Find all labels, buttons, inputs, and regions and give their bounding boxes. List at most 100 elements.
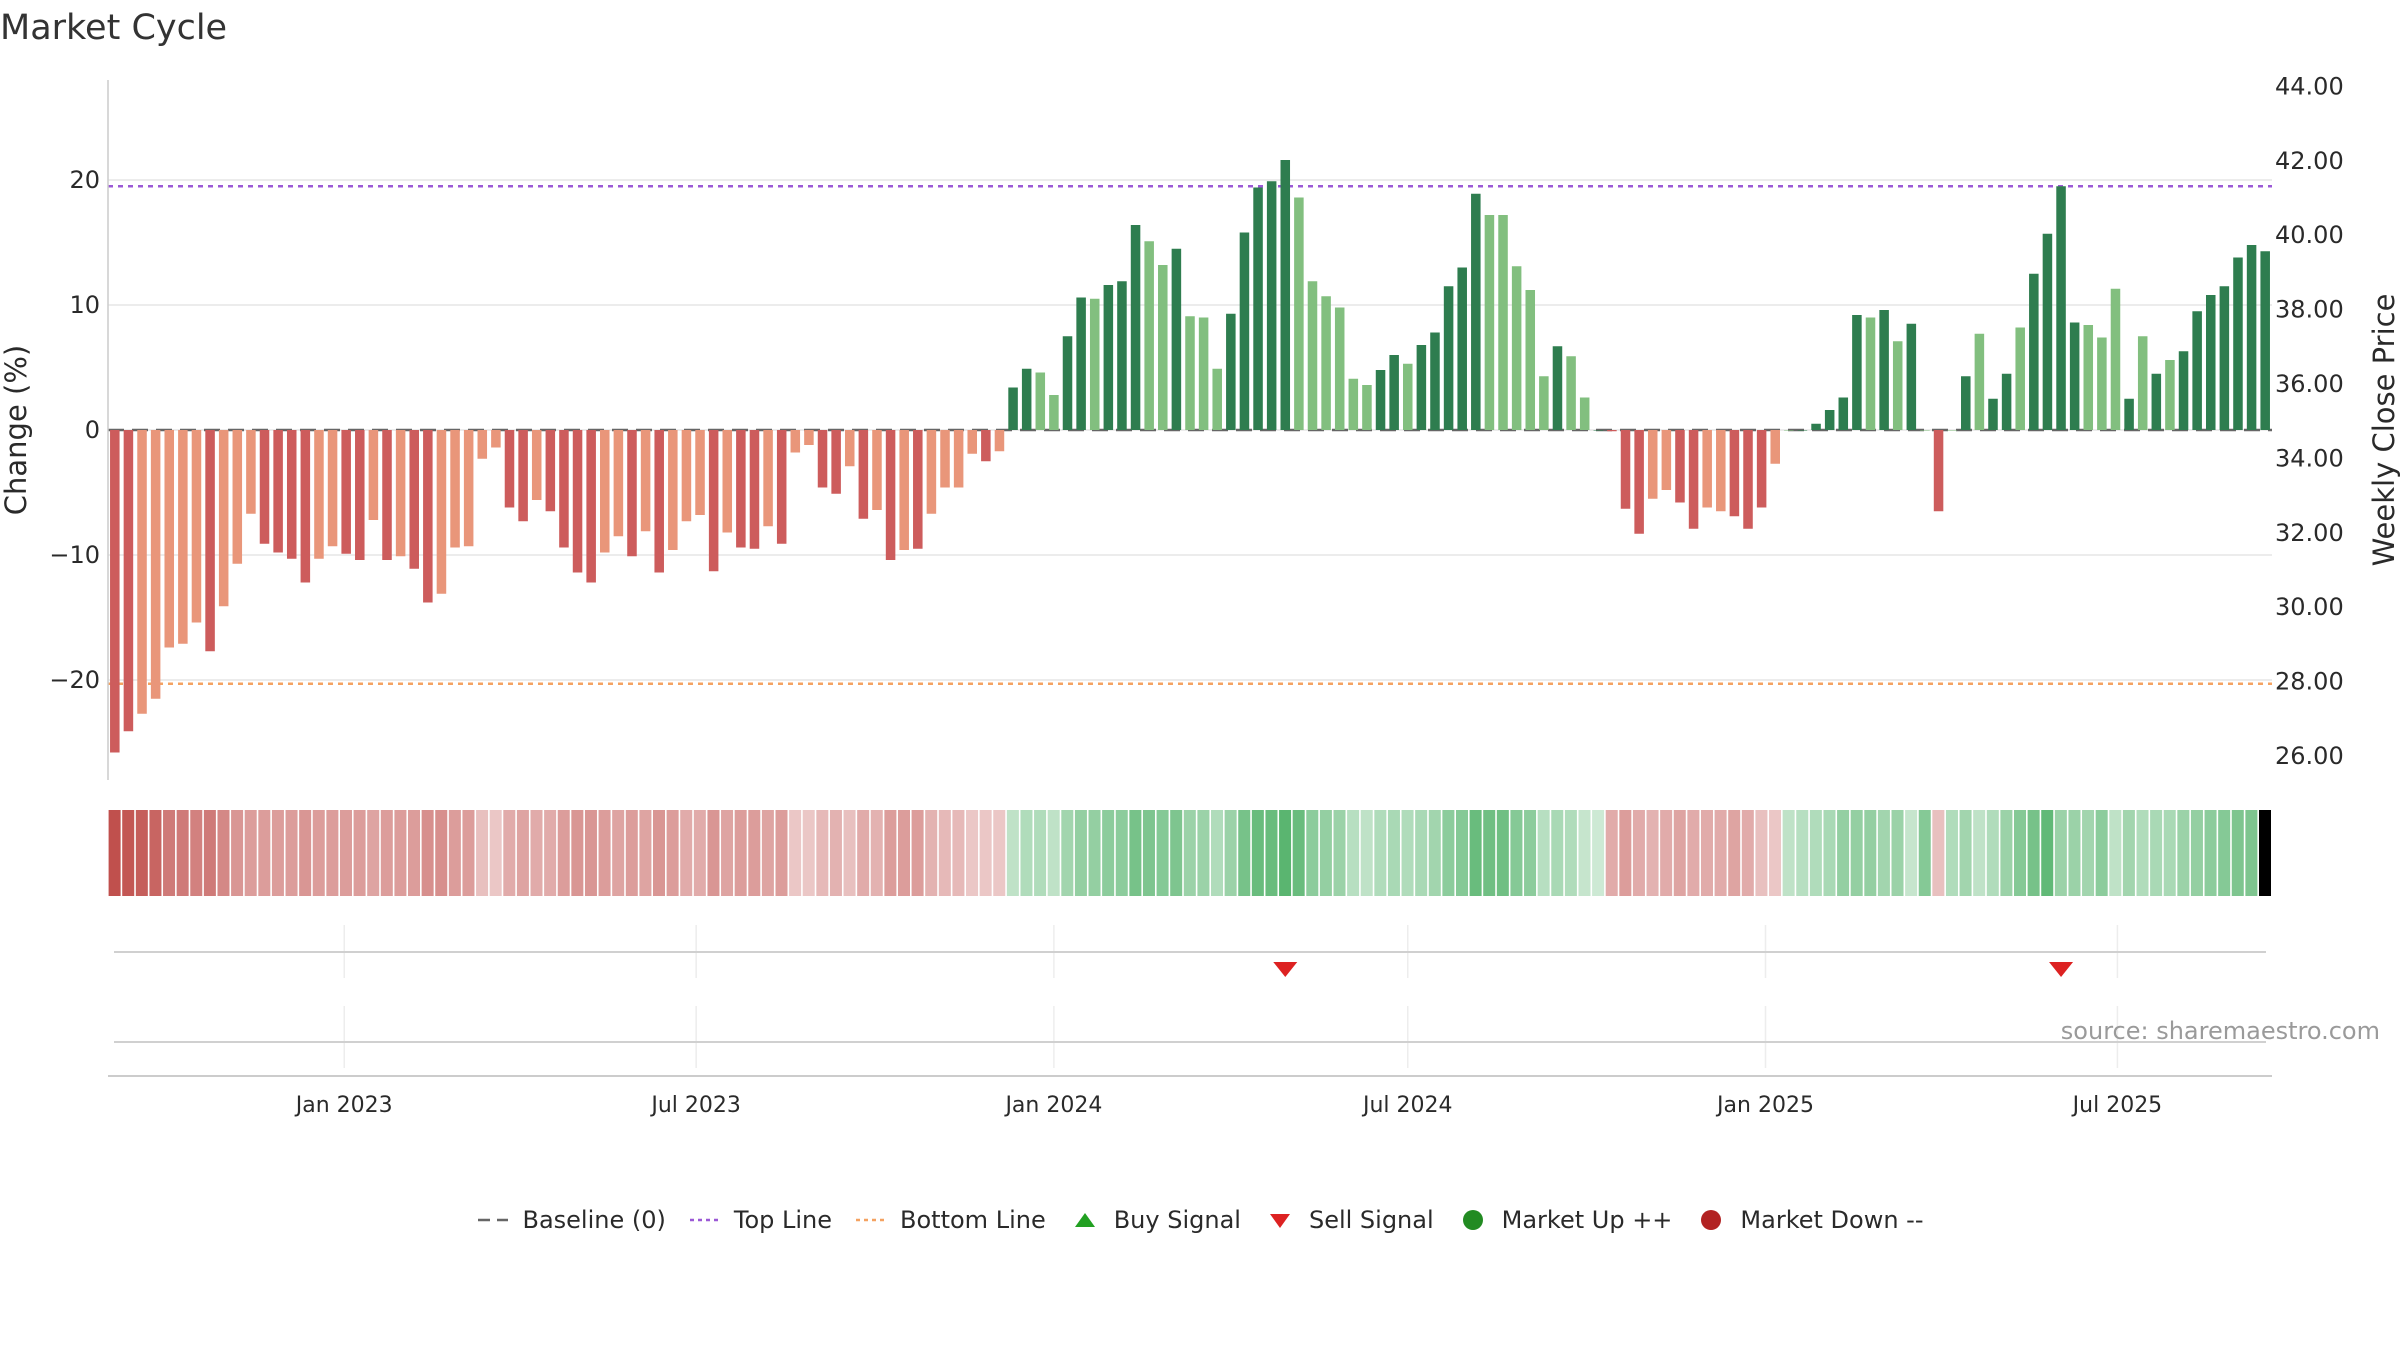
heat-cell [1170,810,1183,896]
heat-cell [326,810,339,896]
heat-cell [1211,810,1224,896]
bar [178,430,188,644]
heat-cell [2027,810,2040,896]
legend-label: Market Up ++ [1501,1206,1673,1234]
heat-cell [748,810,761,896]
legend-item: Market Up ++ [1456,1206,1673,1234]
heat-cell [1564,810,1577,896]
bar [1226,313,1236,430]
heat-cell [2177,810,2190,896]
bar [831,430,841,494]
heat-cell [1959,810,1972,896]
heat-cell [1823,810,1836,896]
heat-cell [1673,810,1686,896]
bar [355,430,365,560]
bar [2069,322,2080,430]
heat-cell [1034,810,1047,896]
legend-swatch-circle [1701,1210,1722,1230]
heat-cell [2054,810,2067,896]
heat-cell [1728,810,1741,896]
bar [205,430,215,652]
legend-item: Bottom Line [854,1206,1046,1234]
heat-cell [149,810,162,896]
bar [1076,297,1086,430]
heat-cell [1741,810,1754,896]
bar [1171,248,1182,430]
heat-cell [285,810,298,896]
heat-cell [135,810,148,896]
heat-cell [258,810,271,896]
heat-cell [1238,810,1251,896]
bar [1688,430,1699,529]
heat-cell [1796,810,1809,896]
y2-tick-label: 44.00 [2275,72,2344,100]
bar [164,430,175,648]
legend-swatch-dotted [856,1218,887,1222]
y2-tick-label: 38.00 [2275,296,2344,324]
heat-cell [1932,810,1945,896]
bar [790,430,801,453]
heat-cell [476,810,489,896]
heat-cell [2218,810,2231,896]
bar [2083,325,2094,430]
bar [1865,317,1876,430]
heat-cell [1714,810,1727,896]
heat-cell [1646,810,1659,896]
bar [2192,311,2202,430]
bar [504,430,515,508]
heat-cell [108,810,121,896]
bar [1756,430,1767,508]
bar [110,430,120,753]
bar [2246,245,2257,430]
heat-cell [1156,810,1169,896]
bar [314,430,324,559]
heat-cell [816,810,829,896]
bar [436,430,447,594]
sell-signal-marker [1273,962,1298,977]
bar [1266,181,1277,430]
bar [1593,430,1604,431]
heat-cell [1401,810,1414,896]
bar [885,430,896,560]
bar [286,430,297,559]
bar [1607,430,1617,432]
heat-cell [2122,810,2135,896]
heat-cell [1428,810,1441,896]
bar [1498,215,1508,430]
heat-cell [1700,810,1713,896]
heat-cell [2095,810,2108,896]
heat-cell [693,810,706,896]
heat-cell [2000,810,2013,896]
heat-cell [1551,810,1564,896]
heat-cell [2258,810,2271,896]
bar [477,430,488,459]
bar [953,430,964,488]
bar [368,430,379,520]
heat-cell [1755,810,1768,896]
bar [395,430,406,557]
heat-cell [2041,810,2054,896]
legend-label: Market Down -- [1740,1206,1924,1234]
bar [940,430,950,488]
heat-cell [2245,810,2258,896]
heat-cell [203,810,216,896]
bar [1362,385,1372,430]
heat-cell [1061,810,1074,896]
bar [1892,341,1903,430]
bar [191,430,202,623]
heat-cell [435,810,448,896]
heat-cell [489,810,502,896]
bar [858,430,869,519]
bar [409,430,419,569]
bar [926,430,937,514]
bar [586,430,596,583]
bar [2233,257,2243,430]
heat-cell [1891,810,1904,896]
y2-tick-label: 30.00 [2275,593,2344,621]
x-tick-label: Jul 2023 [649,1093,741,1118]
heat-cell [1374,810,1387,896]
heat-cell [584,810,597,896]
bar [1961,376,1971,430]
bar [327,430,338,547]
bar [1430,332,1440,430]
